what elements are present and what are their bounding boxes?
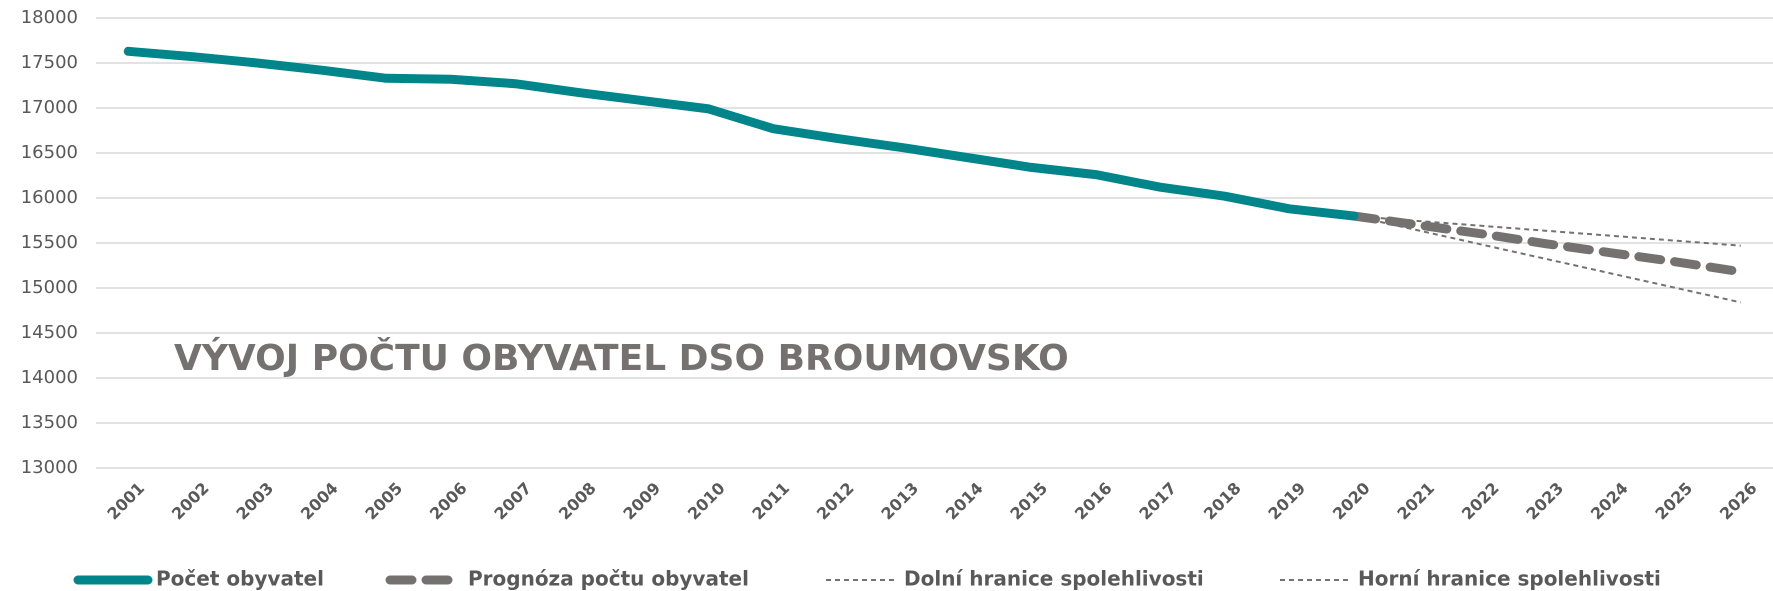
x-tick-label: 2008: [555, 479, 600, 524]
y-tick-label: 13000: [21, 457, 78, 478]
y-tick-label: 17500: [21, 52, 78, 73]
y-tick-label: 15500: [21, 232, 78, 253]
series-line: [123, 46, 1359, 221]
legend-label: Prognóza počtu obyvatel: [468, 567, 749, 591]
y-tick-label: 14500: [21, 322, 78, 343]
y-tick-label: 16000: [21, 187, 78, 208]
y-tick-label: 18000: [21, 7, 78, 28]
legend-label: Počet obyvatel: [156, 567, 324, 591]
x-tick-label: 2026: [1716, 479, 1761, 524]
x-tick-label: 2002: [168, 479, 213, 524]
x-tick-label: 2011: [748, 479, 793, 524]
x-tick-label: 2004: [297, 479, 342, 524]
x-tick-label: 2022: [1458, 479, 1503, 524]
legend-label: Horní hranice spolehlivosti: [1358, 567, 1661, 591]
x-tick-label: 2001: [103, 479, 148, 524]
legend-label: Dolní hranice spolehlivosti: [904, 567, 1204, 591]
x-tick-label: 2023: [1522, 479, 1567, 524]
y-tick-label: 15000: [21, 277, 78, 298]
x-tick-label: 2005: [361, 479, 406, 524]
x-tick-label: 2009: [619, 479, 664, 524]
series-line: [1353, 215, 1741, 304]
x-tick-label: 2015: [1006, 479, 1051, 524]
x-tick-label: 2017: [1135, 479, 1180, 524]
x-tick-label: 2021: [1393, 479, 1438, 524]
grid: [96, 17, 1773, 469]
x-tick-label: 2012: [813, 479, 858, 524]
x-tick-label: 2014: [942, 479, 987, 524]
y-tick-label: 13500: [21, 412, 78, 433]
x-tick-label: 2024: [1587, 479, 1632, 524]
chart-title: VÝVOJ POČTU OBYVATEL DSO BROUMOVSKO: [174, 336, 1069, 379]
series-line: [1349, 211, 1746, 277]
y-tick-label: 17000: [21, 97, 78, 118]
x-tick-label: 2025: [1651, 479, 1696, 524]
y-tick-label: 14000: [21, 367, 78, 388]
x-tick-label: 2010: [684, 479, 729, 524]
x-tick-label: 2018: [1200, 479, 1245, 524]
series-line: [1353, 215, 1741, 247]
x-tick-label: 2016: [1071, 479, 1116, 524]
x-tick-label: 2003: [232, 479, 277, 524]
x-tick-label: 2006: [426, 479, 471, 524]
x-tick-label: 2007: [490, 479, 535, 524]
x-tick-label: 2020: [1329, 479, 1374, 524]
x-tick-label: 2013: [877, 479, 922, 524]
y-tick-label: 16500: [21, 142, 78, 163]
x-tick-label: 2019: [1264, 479, 1309, 524]
